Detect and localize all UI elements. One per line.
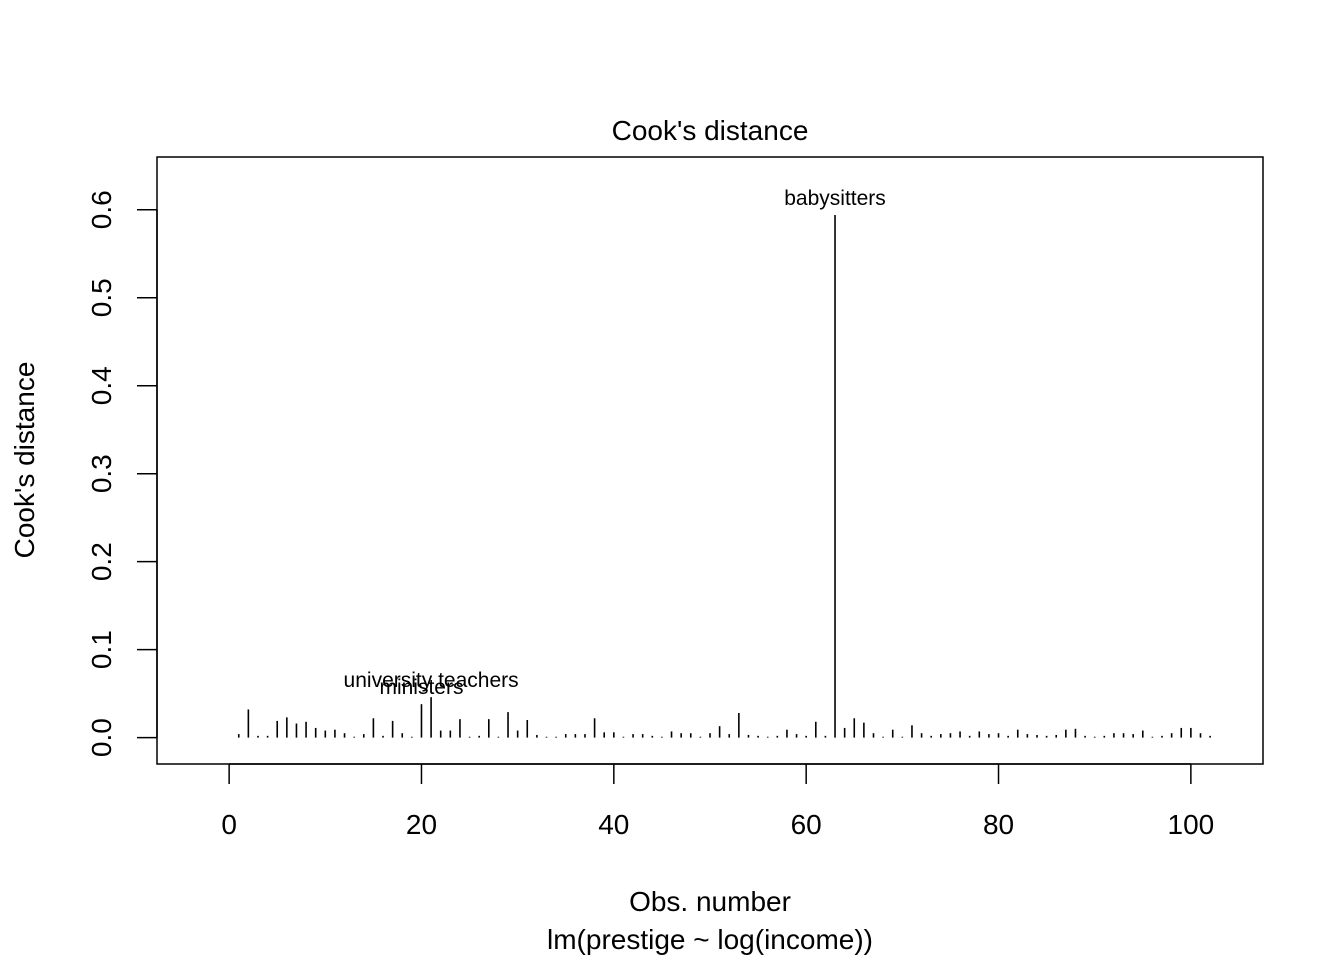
plot-frame (156, 156, 1264, 765)
y-tick-label-0: 0.0 (86, 718, 117, 757)
y-tick-label-2: 0.2 (86, 542, 117, 581)
y-tick-label-4: 0.4 (86, 366, 117, 405)
x-tick-label-0: 0 (221, 809, 237, 840)
x-axis-title: Obs. number (629, 886, 791, 917)
model-formula-subtitle: lm(prestige ~ log(income)) (547, 924, 873, 955)
y-axis-title: Cook's distance (9, 362, 40, 559)
y-tick-label-1: 0.1 (86, 630, 117, 669)
y-tick-label-5: 0.5 (86, 278, 117, 317)
chart-title: Cook's distance (612, 115, 809, 146)
x-tick-label-40: 40 (598, 809, 629, 840)
annotation-babysitters: babysitters (784, 187, 886, 210)
x-tick-label-100: 100 (1168, 809, 1215, 840)
annotation-ministers: ministers (379, 676, 463, 699)
y-tick-label-3: 0.3 (86, 454, 117, 493)
spike-series (237, 215, 1211, 738)
y-tick-label-6: 0.6 (86, 190, 117, 229)
x-tick-label-60: 60 (791, 809, 822, 840)
annotation-university-teachers: university teachers (344, 669, 519, 692)
x-tick-label-20: 20 (406, 809, 437, 840)
x-tick-label-80: 80 (983, 809, 1014, 840)
y-axis: 0.0 0.1 0.2 0.3 0.4 0.5 0.6 (86, 190, 158, 757)
x-axis: 0 20 40 60 80 100 (221, 763, 1215, 840)
